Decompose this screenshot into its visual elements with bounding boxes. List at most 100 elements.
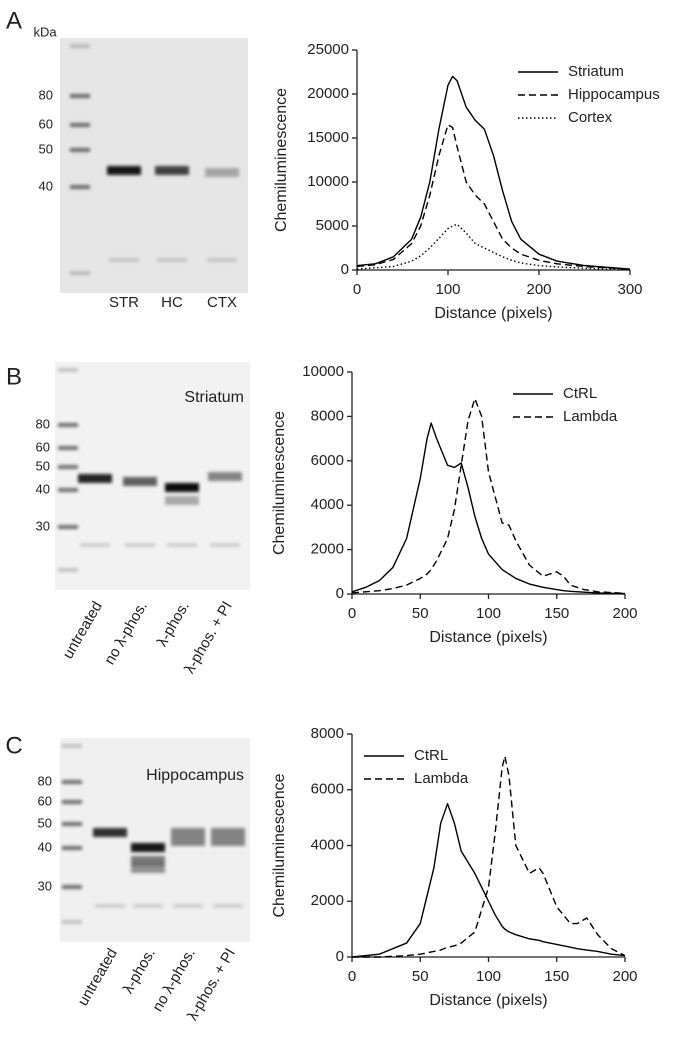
protein-band xyxy=(211,828,245,837)
blot-bands xyxy=(70,44,239,275)
kda-marker: 40 xyxy=(39,178,53,193)
ladder-band xyxy=(62,744,82,748)
blot-unit: kDa xyxy=(33,24,57,39)
x-axis-label: Distance (pixels) xyxy=(429,629,547,646)
faint-band xyxy=(210,543,240,547)
faint-band xyxy=(167,543,197,547)
ladder-band xyxy=(58,446,78,450)
ladder-band xyxy=(58,568,78,572)
data-line xyxy=(356,124,631,270)
lane-label: λ-phos. xyxy=(120,945,159,996)
lane-label: STR xyxy=(109,294,139,311)
y-tick-label: 0 xyxy=(336,585,344,602)
protein-band xyxy=(107,166,141,175)
x-tick-label: 50 xyxy=(412,605,429,622)
kda-marker: 60 xyxy=(39,116,53,131)
legend-label: CtRL xyxy=(563,385,597,402)
protein-band xyxy=(171,828,205,837)
y-axis-label: Chemiluminescence xyxy=(271,773,288,917)
x-tick-label: 100 xyxy=(476,605,501,622)
y-tick-label: 0 xyxy=(336,948,344,965)
ladder-band xyxy=(58,465,78,469)
panel-letter: A xyxy=(6,7,22,34)
protein-band xyxy=(131,856,165,865)
kda-marker: 30 xyxy=(36,518,50,533)
faint-band xyxy=(133,904,163,908)
faint-band xyxy=(125,543,155,547)
data-line xyxy=(352,755,626,958)
ladder-band xyxy=(58,525,78,529)
y-tick-label: 15000 xyxy=(307,129,349,146)
blot-title: Hippocampus xyxy=(146,767,244,784)
ladder-band xyxy=(58,488,78,492)
y-tick-label: 0 xyxy=(341,261,349,278)
x-tick-label: 200 xyxy=(612,605,637,622)
faint-band xyxy=(207,258,237,262)
ladder-band xyxy=(70,271,90,275)
ladder-band xyxy=(58,368,78,372)
blot-title: Striatum xyxy=(184,389,244,406)
ladder-band xyxy=(58,423,78,427)
x-tick-label: 100 xyxy=(435,281,460,298)
ladder-band xyxy=(70,123,90,127)
lane-label: untreated xyxy=(59,598,105,661)
ladder-band xyxy=(70,44,90,48)
protein-band xyxy=(78,474,112,483)
protein-band xyxy=(208,472,242,481)
legend-label: Lambda xyxy=(414,770,469,787)
faint-band xyxy=(157,258,187,262)
protein-band xyxy=(155,166,189,175)
kda-marker: 40 xyxy=(36,481,50,496)
y-tick-label: 25000 xyxy=(307,41,349,58)
kda-marker: 80 xyxy=(36,416,50,431)
ladder-band xyxy=(62,822,82,826)
kda-marker: 50 xyxy=(39,141,53,156)
kda-marker: 60 xyxy=(38,793,52,808)
data-line xyxy=(356,223,631,271)
data-line xyxy=(356,75,631,270)
blot-bands xyxy=(58,368,242,572)
legend-label: Lambda xyxy=(563,408,618,425)
lane-label: no λ-phos. xyxy=(101,598,151,667)
data-line xyxy=(351,422,626,595)
protein-band xyxy=(93,828,127,837)
blot-image xyxy=(60,38,248,293)
ladder-band xyxy=(62,920,82,924)
faint-band xyxy=(109,258,139,262)
kda-marker: 50 xyxy=(36,458,50,473)
legend-label: CtRL xyxy=(414,747,448,764)
y-tick-label: 4000 xyxy=(311,836,344,853)
legend-label: Cortex xyxy=(568,109,613,126)
faint-band xyxy=(80,543,110,547)
faint-band xyxy=(173,904,203,908)
x-tick-label: 150 xyxy=(544,605,569,622)
protein-band xyxy=(165,496,199,505)
x-tick-label: 0 xyxy=(348,968,356,985)
y-tick-label: 10000 xyxy=(307,173,349,190)
y-tick-label: 2000 xyxy=(311,892,344,909)
x-tick-label: 200 xyxy=(526,281,551,298)
blot-bands xyxy=(62,744,245,924)
kda-marker: 60 xyxy=(36,439,50,454)
y-tick-label: 8000 xyxy=(311,725,344,742)
faint-band xyxy=(213,904,243,908)
ladder-band xyxy=(62,780,82,784)
kda-marker: 80 xyxy=(39,87,53,102)
x-tick-label: 0 xyxy=(348,605,356,622)
y-tick-label: 20000 xyxy=(307,85,349,102)
y-tick-label: 6000 xyxy=(311,452,344,469)
legend-label: Hippocampus xyxy=(568,86,660,103)
y-tick-label: 6000 xyxy=(311,781,344,798)
kda-marker: 80 xyxy=(38,773,52,788)
ladder-band xyxy=(62,846,82,850)
lane-label: λ-phos. xyxy=(154,598,193,649)
x-tick-label: 0 xyxy=(353,281,361,298)
lane-label: untreated xyxy=(74,945,120,1008)
protein-band xyxy=(131,843,165,852)
panel-letter: B xyxy=(6,363,22,390)
kda-marker: 30 xyxy=(38,878,52,893)
ladder-band xyxy=(62,800,82,804)
protein-band xyxy=(131,864,165,873)
